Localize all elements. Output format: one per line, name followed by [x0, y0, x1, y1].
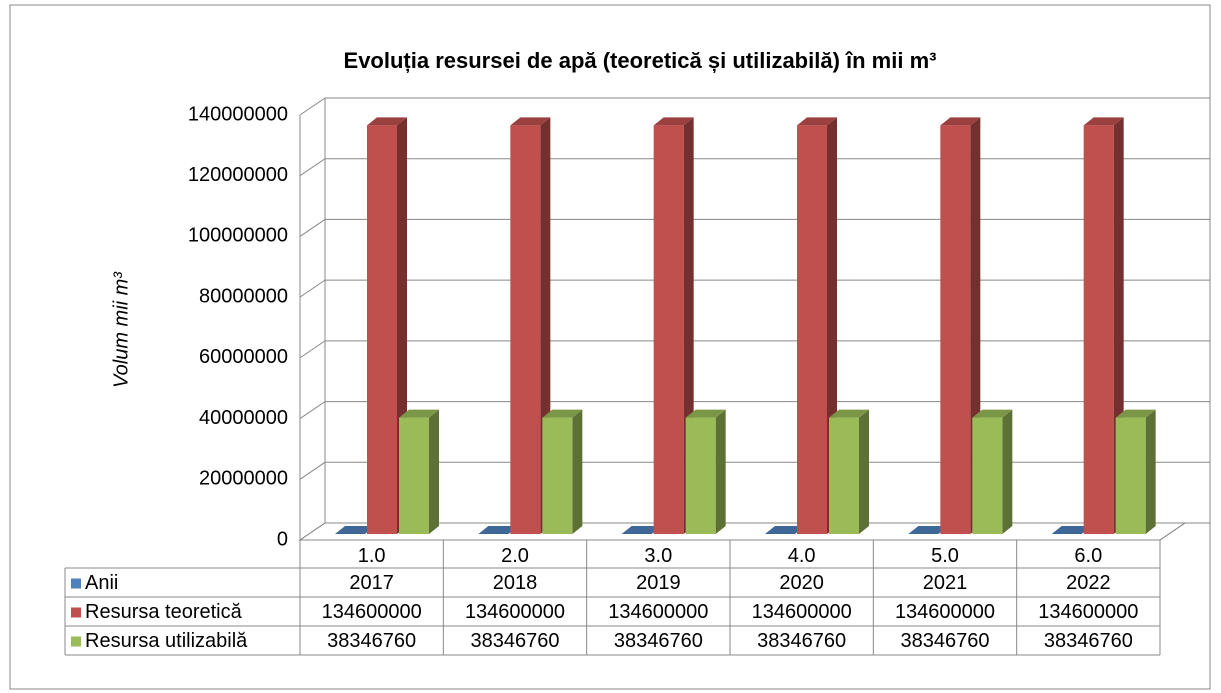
grid-line: [299, 340, 1210, 359]
table-value: 38346760: [901, 630, 990, 652]
grid-line: [299, 522, 1210, 541]
y-tick-label: 40000000: [199, 407, 288, 429]
y-tick-label: 120000000: [188, 164, 288, 186]
y-tick-label: 80000000: [199, 285, 288, 307]
table-value: 2018: [493, 572, 538, 594]
bar-top: [367, 117, 407, 126]
bar-group: [542, 409, 583, 534]
y-tick-label: 0: [277, 528, 288, 550]
x-tick-label: 6.0: [1074, 545, 1102, 567]
grid-line: [299, 97, 1210, 116]
bar: [510, 125, 541, 535]
table-value: 38346760: [327, 630, 416, 652]
bar: [940, 125, 971, 535]
bar-top: [685, 409, 726, 418]
bar: [797, 125, 827, 535]
table-value: 134600000: [465, 601, 565, 623]
bar-top: [1115, 409, 1156, 418]
bar-group: [829, 409, 869, 534]
table-value: 2019: [636, 572, 681, 594]
x-tick-label: 5.0: [931, 545, 959, 567]
table-value: 38346760: [614, 630, 703, 652]
bar-top: [908, 525, 949, 534]
bar-group: [797, 117, 837, 535]
y-tick-label: 60000000: [199, 346, 288, 368]
bar: [1083, 125, 1114, 535]
table-value: 2017: [349, 572, 394, 594]
x-tick-label: 3.0: [644, 545, 672, 567]
chart-frame: [9, 4, 1211, 690]
bar: [1115, 417, 1146, 534]
bar: [685, 417, 716, 534]
y-tick-label: 140000000: [188, 103, 288, 125]
table-value: 134600000: [1038, 601, 1138, 623]
table-value: 38346760: [471, 630, 560, 652]
table-value: 134600000: [895, 601, 995, 623]
bar-side: [1002, 409, 1013, 534]
bar-top: [797, 117, 837, 126]
bar-group: [399, 409, 439, 534]
bar: [972, 417, 1003, 534]
bar-top: [478, 525, 519, 534]
bar: [829, 417, 859, 534]
legend-label: Resursa teoretică: [85, 601, 243, 623]
bar-top: [1083, 117, 1124, 126]
bar-top: [1051, 525, 1092, 534]
table-value: 38346760: [757, 630, 846, 652]
table-value: 134600000: [608, 601, 708, 623]
bar: [399, 417, 429, 534]
grid-line: [299, 158, 1210, 177]
bar-top: [940, 117, 981, 126]
bar-top: [542, 409, 583, 418]
bar-side: [429, 409, 439, 534]
bar-group: [972, 409, 1013, 534]
table-value: 38346760: [1044, 630, 1133, 652]
legend-key: [71, 607, 81, 618]
bar-side: [859, 409, 869, 534]
grid-line: [299, 218, 1210, 237]
bar-side: [572, 409, 583, 534]
table-value: 2020: [779, 572, 824, 594]
chart-title: Evoluția resursei de apă (teoretică și u…: [344, 48, 937, 73]
grid-line: [299, 279, 1210, 298]
bar-top: [335, 525, 375, 534]
x-tick-label: 2.0: [501, 545, 529, 567]
bar: [367, 125, 397, 535]
bar-group: [685, 409, 726, 534]
bar-group: [1115, 409, 1156, 534]
bar-top: [765, 525, 805, 534]
y-tick-label: 100000000: [188, 225, 288, 247]
x-tick-label: 1.0: [358, 545, 386, 567]
y-axis-label: Volum mii m³: [110, 271, 132, 388]
grid-line: [299, 461, 1210, 480]
bar-top: [399, 409, 439, 418]
table-value: 134600000: [752, 601, 852, 623]
legend-key: [71, 578, 81, 589]
legend-key: [71, 636, 81, 647]
table-value: 2022: [1066, 572, 1111, 594]
table-value: 134600000: [322, 601, 422, 623]
bar-group: [653, 117, 694, 535]
bar-top: [829, 409, 869, 418]
bar-top: [972, 409, 1013, 418]
bar: [653, 125, 684, 535]
grid-line: [299, 401, 1210, 419]
bar-top: [621, 525, 662, 534]
bar-top: [653, 117, 694, 126]
bar-side: [715, 409, 726, 534]
bar-top: [510, 117, 551, 126]
table-value: 2021: [923, 572, 968, 594]
table-line: [1159, 522, 1186, 541]
bar-side: [1145, 409, 1156, 534]
y-tick-label: 20000000: [199, 468, 288, 490]
x-tick-label: 4.0: [788, 545, 816, 567]
legend-label: Anii: [85, 572, 118, 594]
legend-label: Resursa utilizabilă: [85, 630, 248, 652]
bar: [542, 417, 573, 534]
